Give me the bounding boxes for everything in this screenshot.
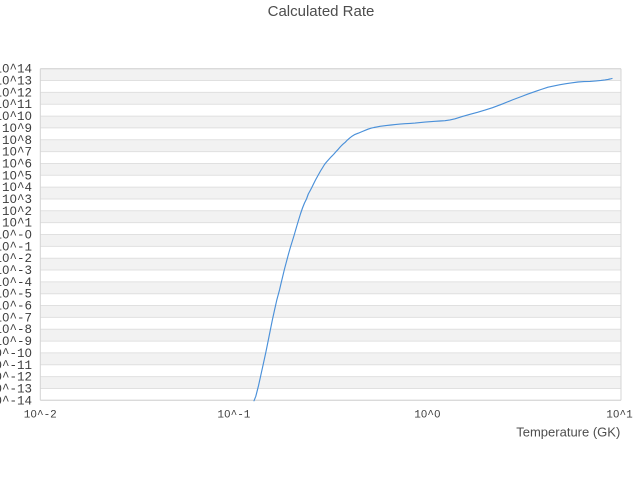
svg-text:10^-13: 10^-13: [0, 382, 32, 396]
svg-text:10^-9: 10^-9: [0, 335, 32, 349]
svg-text:10^11: 10^11: [0, 98, 32, 112]
svg-text:10^-2: 10^-2: [24, 409, 57, 421]
svg-text:10^10: 10^10: [0, 110, 32, 124]
svg-text:10^5: 10^5: [2, 169, 32, 183]
svg-text:10^9: 10^9: [2, 122, 32, 136]
svg-text:10^-0: 10^-0: [0, 229, 32, 243]
svg-text:10^7: 10^7: [2, 146, 32, 160]
svg-text:10^-1: 10^-1: [0, 240, 32, 254]
svg-text:10^4: 10^4: [2, 181, 32, 195]
svg-text:10^13: 10^13: [0, 75, 32, 89]
svg-text:10^-4: 10^-4: [0, 276, 32, 290]
svg-text:10^1: 10^1: [606, 409, 633, 421]
svg-text:10^2: 10^2: [2, 205, 32, 219]
svg-text:10^14: 10^14: [0, 63, 32, 77]
svg-text:10^1: 10^1: [2, 217, 32, 231]
svg-text:10^-10: 10^-10: [0, 347, 32, 361]
svg-text:10^-11: 10^-11: [0, 359, 32, 373]
svg-text:10^-12: 10^-12: [0, 371, 32, 385]
svg-text:10^-14: 10^-14: [0, 394, 32, 408]
svg-text:10^12: 10^12: [0, 86, 32, 100]
svg-text:10^6: 10^6: [2, 157, 32, 171]
svg-text:10^-7: 10^-7: [0, 311, 32, 325]
svg-text:10^-5: 10^-5: [0, 288, 32, 302]
svg-text:10^0: 10^0: [414, 409, 440, 421]
svg-text:10^8: 10^8: [2, 134, 32, 148]
svg-text:Calculated Rate: Calculated Rate: [268, 3, 375, 20]
svg-text:10^-1: 10^-1: [217, 409, 250, 421]
svg-text:10^-6: 10^-6: [0, 300, 32, 314]
svg-text:10^-3: 10^-3: [0, 264, 32, 278]
svg-text:10^3: 10^3: [2, 193, 32, 207]
svg-text:10^-8: 10^-8: [0, 323, 32, 337]
svg-text:10^-2: 10^-2: [0, 252, 32, 266]
svg-text:Temperature (GK): Temperature (GK): [516, 424, 620, 439]
